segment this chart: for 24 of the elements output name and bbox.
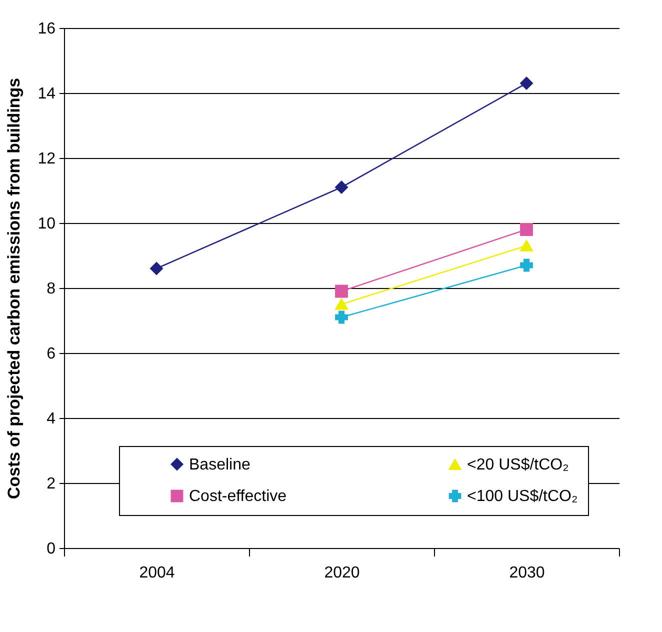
legend-label: Baseline — [189, 456, 250, 474]
point — [520, 258, 533, 272]
y-tick-label: 16 — [38, 20, 56, 38]
y-tick-label: 8 — [46, 280, 56, 298]
point — [335, 180, 348, 194]
point — [335, 310, 348, 324]
y-tick-label: 2 — [46, 476, 56, 492]
point — [150, 262, 163, 275]
point — [520, 76, 533, 90]
legend-label: <20 US$/tCO₂ — [467, 456, 569, 474]
y-axis-title: Costs of projected carbon emissions from buildings — [4, 78, 24, 500]
x-tick-label: 2020 — [324, 564, 360, 582]
y-tick-label: 10 — [38, 216, 56, 232]
point — [520, 223, 533, 236]
point — [335, 284, 348, 298]
y-tick-label: 6 — [46, 346, 56, 362]
x-tick-label: 2004 — [139, 564, 175, 582]
y-tick-label: 12 — [38, 150, 56, 168]
legend-label: <100 US$/tCO₂ — [467, 488, 578, 505]
y-tick-label: 0 — [46, 540, 56, 558]
legend-label: Cost-effective — [189, 488, 287, 505]
y-tick-label: 4 — [46, 410, 56, 428]
x-tick-label: 2030 — [509, 564, 545, 582]
y-tick-label: 14 — [38, 86, 56, 102]
